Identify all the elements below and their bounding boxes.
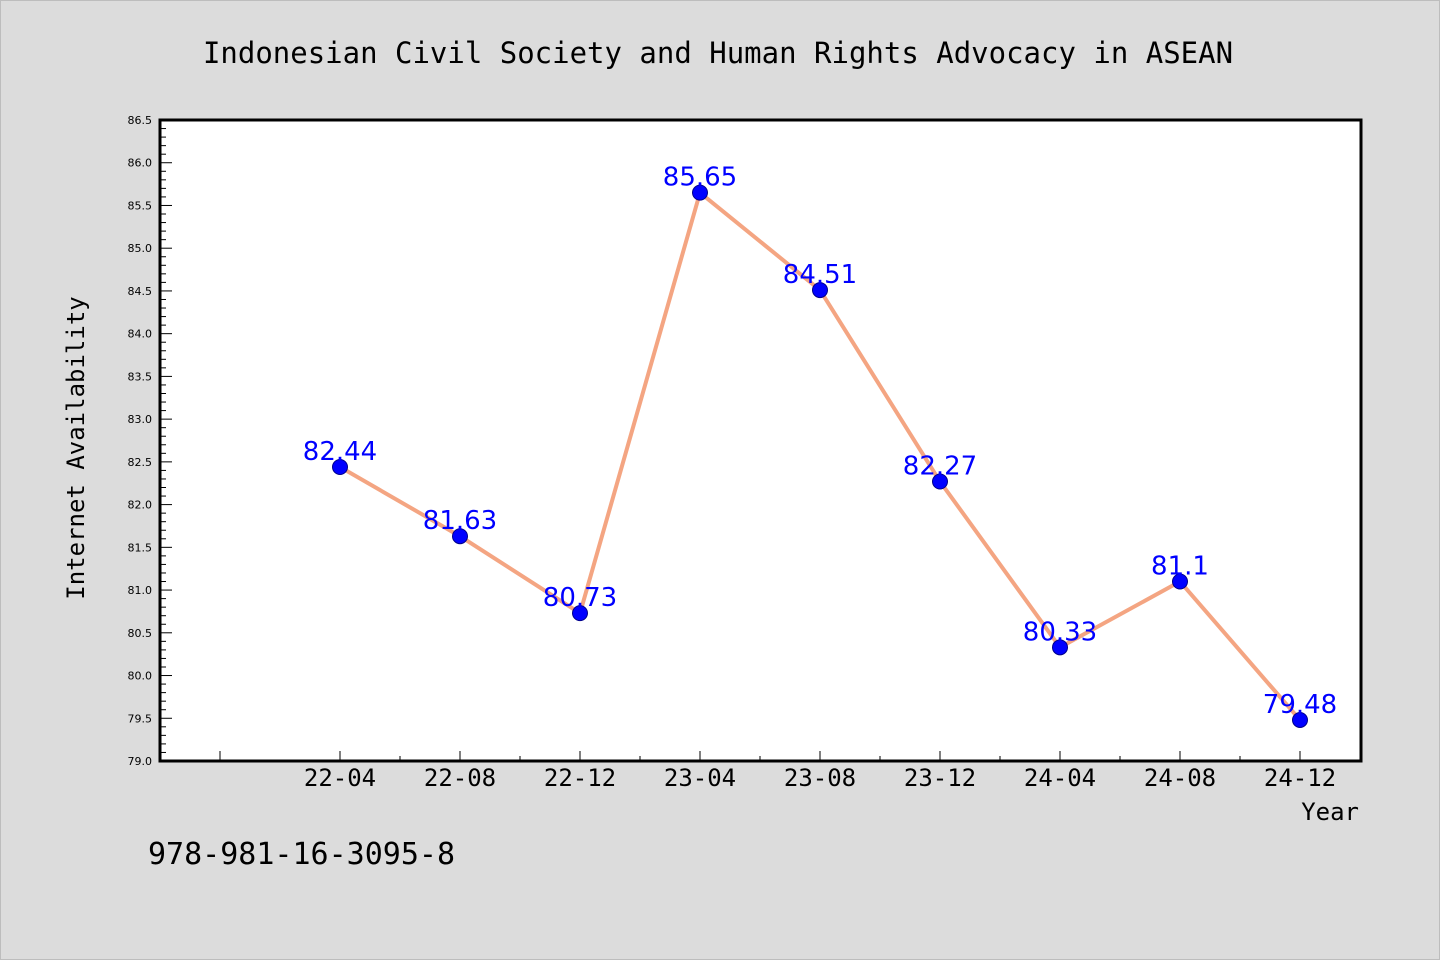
y-axis: 79.0 79.5 80.0 80.5 81.0 81.5 82.0 82.5 83.0 83.5… [128,114,172,768]
x-tick-label: 24-12 [1264,764,1336,792]
y-tick-label: 83.0 [128,413,153,426]
series-internet-availability: 82.44 81.63 80.73 85.65 84.51 82.27 80.33 81.1 7… [303,163,1337,728]
x-tick-label: 23-08 [784,764,856,792]
x-tick-label: 24-04 [1024,764,1096,792]
y-tick-label: 83.5 [128,370,153,383]
data-label: 79.48 [1263,690,1337,720]
chart-title: Indonesian Civil Society and Human Right… [203,36,1233,70]
y-tick-label: 85.0 [128,242,153,255]
y-tick-label: 80.5 [128,627,153,640]
y-tick-label: 81.0 [128,584,153,597]
x-tick-label: 22-08 [424,764,496,792]
data-label: 82.27 [903,452,977,482]
y-tick-label: 80.0 [128,670,153,683]
data-point [1052,639,1068,656]
data-label: 84.51 [783,260,857,290]
x-tick-label: 22-12 [544,764,616,792]
y-tick-label: 84.5 [128,285,153,298]
data-label: 82.44 [303,437,377,467]
x-tick-label: 23-04 [664,764,736,792]
data-label: 80.73 [543,583,617,613]
y-tick-label: 82.0 [128,499,153,512]
x-tick-label: 22-04 [304,764,376,792]
data-label: 85.65 [663,163,737,193]
data-point [932,473,948,490]
data-point [1172,573,1188,590]
data-point [812,282,828,299]
y-tick-label: 86.0 [128,157,153,170]
data-point [1292,711,1308,728]
data-point [452,528,468,545]
x-axis: 22-04 22-08 22-12 23-04 23-08 23-12 24-04 24-08… [219,751,1361,792]
data-point [692,184,708,201]
plot-area [158,118,1363,763]
data-label: 80.33 [1023,617,1097,647]
y-tick-label: 84.0 [128,328,153,341]
data-point [572,605,588,622]
x-axis-label: Year [1301,798,1359,826]
data-point [332,458,348,475]
data-label: 81.1 [1151,552,1209,582]
y-tick-label: 82.5 [128,456,153,469]
footnote-isbn: 978-981-16-3095-8 [148,837,455,872]
y-tick-label: 79.5 [128,712,153,725]
data-label: 81.63 [423,506,497,536]
y-tick-label: 86.5 [128,114,153,127]
y-tick-label: 85.5 [128,199,153,212]
y-axis-label: Internet Availability [62,296,90,599]
x-tick-label: 23-12 [904,764,976,792]
y-tick-label: 81.5 [128,541,153,554]
x-tick-label: 24-08 [1144,764,1216,792]
y-tick-label: 79.0 [128,755,153,768]
